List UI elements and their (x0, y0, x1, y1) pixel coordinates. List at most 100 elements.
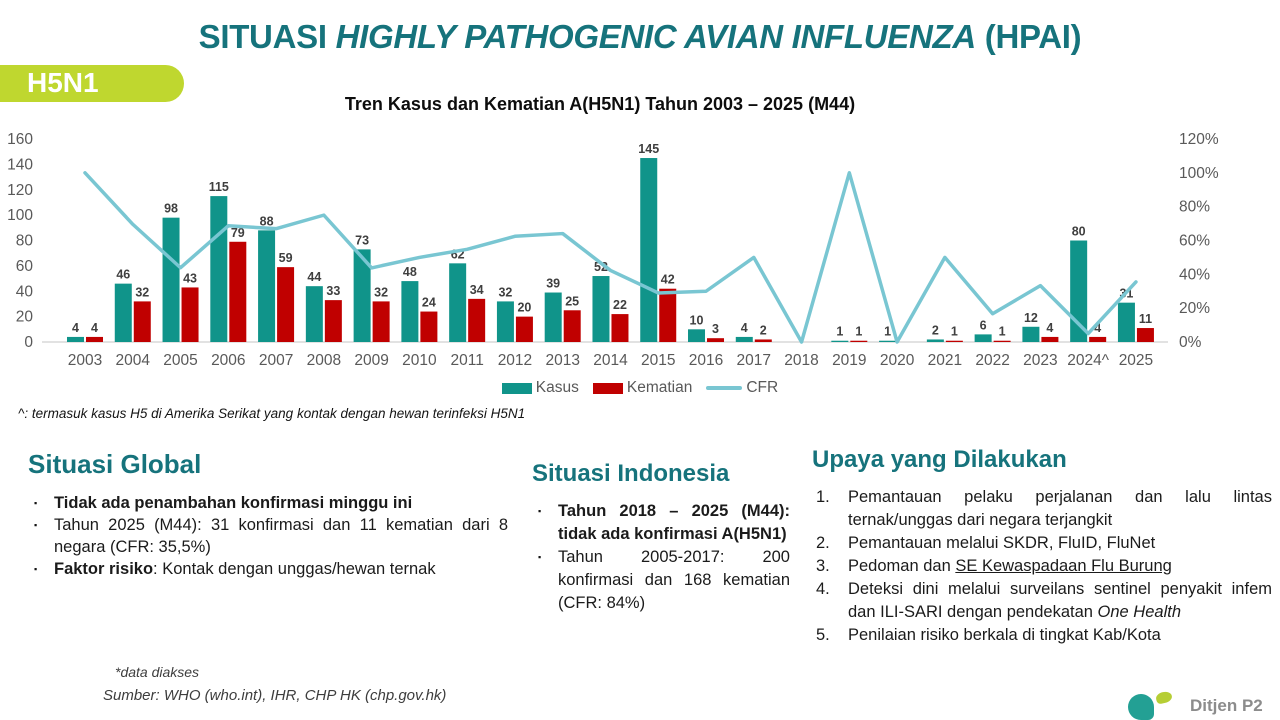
left-axis-tick: 100 (7, 207, 33, 224)
right-axis-tick: 80% (1179, 199, 1210, 216)
bar-kematian (277, 267, 295, 342)
list-item-text: Tahun 2005-2017: 200 konfirmasi dan 168 … (558, 546, 790, 615)
list-item-text: Deteksi dini melalui surveilans sentinel… (848, 578, 1272, 624)
bar-label-kematian: 79 (231, 226, 245, 240)
bar-kasus (831, 340, 849, 342)
bar-kematian (659, 288, 677, 342)
item-number: 3. (816, 557, 830, 575)
section-situasi-global: Situasi Global ▪ Tidak ada penambahan kon… (28, 449, 508, 580)
bar-kematian (372, 301, 390, 342)
bar-label-kematian: 3 (712, 322, 719, 336)
bar-kasus (353, 249, 371, 342)
bar-label-kematian: 11 (1139, 312, 1152, 326)
bar-label-kematian: 33 (326, 284, 340, 298)
situasi-global-heading: Situasi Global (28, 449, 202, 479)
bar-label-kasus: 32 (498, 285, 512, 299)
item-number: 1. (816, 488, 830, 506)
bar-kematian (86, 336, 103, 342)
bar-label-kematian: 2 (760, 323, 767, 337)
bar-kematian (420, 311, 438, 342)
situasi-global-bullets: ▪ Tidak ada penambahan konfirmasi minggu … (28, 492, 508, 580)
list-item: 3. Pedoman dan SE Kewaspadaan Flu Burung (812, 555, 1272, 578)
list-item-text: Tahun 2018 – 2025 (M44): tidak ada konfi… (558, 500, 790, 546)
bar-kematian (563, 310, 581, 342)
x-axis-label: 2020 (880, 352, 915, 369)
bar-kasus (1117, 302, 1135, 342)
x-axis-label: 2007 (259, 352, 293, 369)
text-segment: Tidak ada penambahan konfirmasi minggu i… (54, 494, 413, 512)
chart-title: Tren Kasus dan Kematian A(H5N1) Tahun 20… (344, 94, 856, 114)
left-axis-tick: 0 (24, 334, 33, 351)
cfr-line-swatch-icon (706, 386, 743, 390)
x-axis-label: 2013 (545, 352, 579, 369)
x-axis-label: 2023 (1023, 352, 1057, 369)
bar-kematian (611, 314, 629, 342)
logo-teal-shape-icon (1128, 694, 1154, 720)
bar-label-kematian: 59 (279, 251, 293, 265)
bar-label-kematian: 1 (999, 325, 1006, 339)
bar-label-kematian: 34 (470, 283, 484, 297)
upaya-list: 1. Pemantauan pelaku perjalanan dan lalu … (812, 486, 1272, 647)
bar-kasus (210, 196, 228, 342)
x-axis-label: 2016 (689, 352, 723, 369)
right-axis-tick: 0% (1179, 334, 1202, 351)
h5n1-badge: H5N1 (0, 65, 184, 102)
bar-kematian (133, 301, 151, 342)
bar-kematian (324, 300, 342, 342)
chart-legend: Kasus Kematian CFR (0, 379, 1280, 397)
legend-item-cfr: CFR (706, 379, 778, 397)
kasus-swatch-icon (501, 382, 532, 394)
list-item: ▪ Tahun 2018 – 2025 (M44): tidak ada konf… (532, 500, 790, 546)
bar-kasus (735, 336, 753, 342)
bar-label-kematian: 25 (565, 294, 579, 308)
bar-label-kematian: 32 (135, 285, 149, 299)
bar-label-kasus: 1 (884, 325, 891, 339)
right-axis-tick: 20% (1179, 300, 1210, 317)
x-axis-label: 2009 (354, 352, 388, 369)
right-axis-tick: 100% (1179, 165, 1219, 182)
bar-label-kasus: 44 (307, 270, 321, 284)
link-se-kewaspadaan-flu-burung[interactable]: SE Kewaspadaan Flu Burung (955, 557, 1172, 575)
x-axis-label: 2022 (975, 352, 1009, 369)
bar-label-kematian: 4 (1046, 321, 1053, 335)
list-item-text: Faktor risiko: Kontak dengan unggas/hewa… (54, 558, 508, 580)
list-item-text: Pedoman dan SE Kewaspadaan Flu Burung (848, 555, 1272, 578)
x-axis-label: 2025 (1119, 352, 1153, 369)
legend-label-kematian: Kematian (626, 379, 693, 396)
bar-kasus (688, 329, 706, 342)
section-situasi-indonesia: Situasi Indonesia ▪ Tahun 2018 – 2025 (M4… (532, 460, 790, 615)
text-segment: : Kontak dengan unggas/hewan ternak (153, 560, 436, 578)
x-axis-label: 2024^ (1067, 352, 1109, 369)
x-axis-label: 2003 (68, 352, 102, 369)
bar-label-kasus: 1 (836, 325, 843, 339)
text-segment: Tahun 2018 – 2025 (M44): tidak ada konfi… (558, 502, 790, 543)
item-number: 4. (816, 580, 830, 598)
bar-label-kasus: 48 (403, 265, 417, 279)
x-axis-label: 2017 (737, 352, 771, 369)
list-item: 4. Deteksi dini melalui surveilans sentin… (812, 578, 1272, 624)
x-axis-label: 2015 (641, 352, 675, 369)
title-prefix: SITUASI (198, 18, 336, 55)
bar-kasus (544, 292, 562, 342)
list-item: ▪ Tidak ada penambahan konfirmasi minggu … (28, 492, 508, 514)
text-segment: Faktor risiko (54, 560, 154, 578)
bar-label-kematian: 4 (1094, 321, 1101, 335)
x-axis-label: 2006 (211, 352, 245, 369)
situasi-indonesia-bullets: ▪ Tahun 2018 – 2025 (M44): tidak ada konf… (532, 500, 790, 615)
bar-label-kematian: 32 (374, 285, 388, 299)
text-segment: Pemantauan pelaku perjalanan dan lalu li… (848, 488, 1272, 529)
bar-kematian (707, 338, 725, 342)
bullet-marker-icon: ▪ (538, 506, 542, 516)
bar-kasus (114, 283, 132, 342)
cases-deaths-cfr-chart: 0204060801001201401600%20%40%60%80%100%1… (7, 131, 1219, 369)
logo-green-leaf-icon (1155, 690, 1173, 705)
bar-kasus (258, 230, 276, 342)
left-axis-tick: 140 (7, 156, 33, 173)
section-upaya: Upaya yang Dilakukan 1. Pemantauan pelaku… (812, 446, 1272, 647)
x-axis-label: 2021 (928, 352, 962, 369)
bar-label-kematian: 22 (613, 298, 627, 312)
list-item-text: Pemantauan pelaku perjalanan dan lalu li… (848, 486, 1272, 532)
bar-kasus (305, 286, 323, 342)
text-segment: Tahun 2025 (M44): 31 konfirmasi dan 11 k… (54, 516, 508, 556)
item-number: 5. (816, 626, 830, 644)
